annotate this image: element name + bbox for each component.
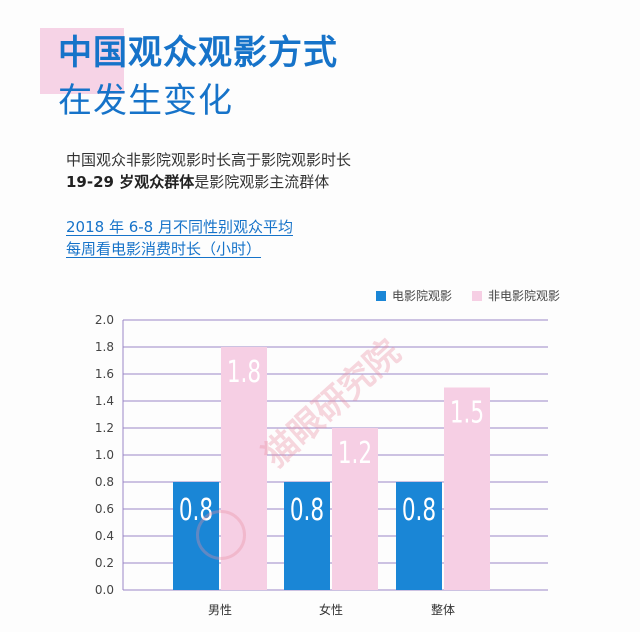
legend-label-cinema: 电影院观影 — [392, 289, 453, 303]
description-rest: 是影院观影主流群体 — [194, 173, 330, 191]
description-line-2: 19-29 岁观众群体是影院观影主流群体 — [66, 175, 329, 190]
page-title: 中国观众观影方式 — [58, 33, 338, 73]
bar-non-cinema — [444, 387, 490, 590]
bar-data-label: 1.8 — [227, 356, 261, 390]
y-tick-label: 0.6 — [95, 502, 114, 516]
legend-label-non-cinema: 非电影院观影 — [488, 289, 561, 303]
bar-data-label: 0.8 — [402, 494, 436, 528]
y-tick-label: 0.4 — [95, 529, 114, 543]
legend-item-cinema: 电影院观影 — [376, 287, 452, 304]
x-category-label: 男性 — [208, 603, 232, 617]
y-tick-label: 2.0 — [95, 313, 114, 327]
y-tick-label: 1.0 — [95, 448, 114, 462]
legend-swatch-cinema — [376, 290, 386, 301]
y-tick-label: 1.6 — [95, 367, 114, 381]
chart-title-line-2: 每周看电影消费时长（小时） — [66, 240, 262, 258]
y-tick-label: 1.8 — [95, 340, 114, 354]
chart-title-line-1: 2018 年 6-8 月不同性别观众平均 — [66, 218, 293, 236]
watermark-logo — [196, 510, 246, 560]
y-tick-label: 0.2 — [95, 556, 114, 570]
title-accent-block — [40, 28, 124, 94]
description-highlight: 19-29 岁观众群体 — [66, 173, 195, 191]
legend-swatch-non-cinema — [472, 290, 483, 301]
y-tick-label: 1.4 — [95, 394, 114, 408]
chart-legend: 电影院观影 非电影院观影 — [376, 287, 580, 304]
bar-non-cinema — [332, 428, 378, 590]
x-category-label: 女性 — [319, 602, 343, 617]
x-category-label: 整体 — [431, 602, 455, 617]
bar-data-label: 0.8 — [290, 494, 324, 528]
legend-item-non-cinema: 非电影院观影 — [472, 287, 560, 304]
y-tick-label: 0.8 — [95, 475, 114, 489]
bar-cinema — [396, 482, 442, 590]
page-subtitle: 在发生变化 — [58, 81, 233, 121]
bar-data-label: 1.2 — [338, 437, 372, 471]
y-tick-label: 1.2 — [95, 421, 114, 435]
bar-cinema — [284, 482, 330, 590]
bar-data-label: 1.5 — [450, 396, 484, 430]
description-line-1: 中国观众非影院观影时长高于影院观影时长 — [66, 151, 352, 169]
y-tick-label: 0.0 — [95, 583, 114, 597]
